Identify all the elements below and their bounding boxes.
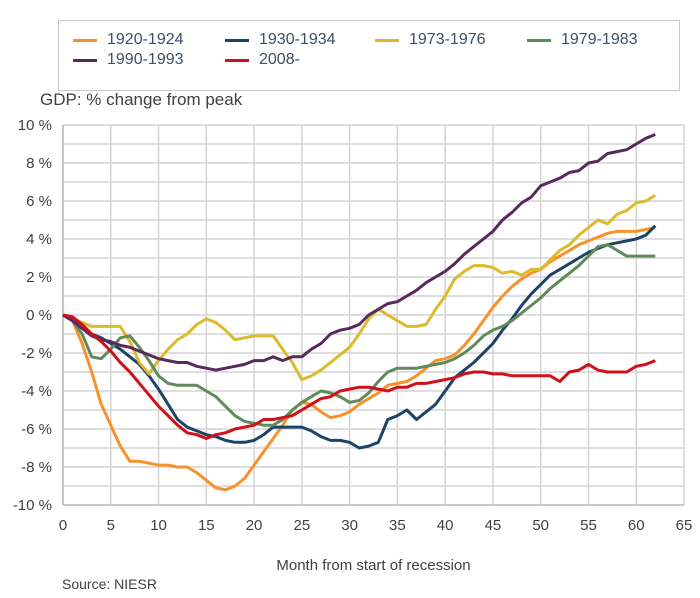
legend-label: 1990-1993 <box>107 51 184 68</box>
legend-swatch <box>225 58 249 62</box>
series-line-1979-1983 <box>62 243 656 427</box>
legend-swatch <box>527 38 551 42</box>
x-tick-label: 15 <box>198 517 215 534</box>
series-line-1920-1924 <box>62 226 656 492</box>
x-tick-label: 60 <box>628 517 645 534</box>
x-tick-label: 30 <box>341 517 358 534</box>
y-tick-label: -8 % <box>21 459 52 476</box>
series-line-1990-1993 <box>62 133 656 372</box>
legend-swatch <box>375 38 399 42</box>
legend-label: 1920-1924 <box>107 31 184 48</box>
x-tick-label: 35 <box>389 517 406 534</box>
x-tick-label: 20 <box>246 517 263 534</box>
legend-item: 1990-1993 <box>73 51 184 69</box>
y-tick-label: 8 % <box>26 155 52 172</box>
legend-item: 1979-1983 <box>527 31 638 49</box>
x-tick-label: 65 <box>676 517 693 534</box>
x-tick-label: 5 <box>107 517 115 534</box>
series-line-1973-1976 <box>62 194 657 382</box>
y-tick-label: -2 % <box>21 345 52 362</box>
legend-swatch <box>73 38 97 42</box>
chart-title: GDP: % change from peak <box>40 90 243 109</box>
source-note: Source: NIESR <box>62 576 157 592</box>
x-tick-label: 10 <box>150 517 167 534</box>
legend-item: 2008- <box>225 51 300 69</box>
legend-item: 1930-1934 <box>225 31 336 49</box>
legend: 1920-1924 1930-1934 1973-1976 1979-1983 1990… <box>58 20 680 91</box>
y-tick-label: -10 % <box>13 497 52 514</box>
x-tick-label: 0 <box>59 517 67 534</box>
x-tick-label: 40 <box>437 517 454 534</box>
y-tick-label: 0 % <box>26 307 52 324</box>
y-tick-label: 6 % <box>26 193 52 210</box>
series-line-2008 <box>62 313 656 440</box>
legend-label: 1973-1976 <box>409 31 486 48</box>
y-tick-label: 10 % <box>18 117 52 134</box>
legend-label: 1930-1934 <box>259 31 336 48</box>
x-axis-label: Month from start of recession <box>276 557 471 574</box>
legend-label: 1979-1983 <box>561 31 638 48</box>
y-tick-label: -6 % <box>21 421 52 438</box>
y-tick-label: 2 % <box>26 269 52 286</box>
y-tick-label: -4 % <box>21 383 52 400</box>
x-tick-label: 50 <box>532 517 549 534</box>
x-tick-label: 25 <box>294 517 311 534</box>
series-line-1930-1934 <box>62 224 657 450</box>
legend-item: 1973-1976 <box>375 31 486 49</box>
legend-item: 1920-1924 <box>73 31 184 49</box>
legend-label: 2008- <box>259 51 300 68</box>
legend-swatch <box>73 58 97 62</box>
x-tick-label: 45 <box>485 517 502 534</box>
x-tick-label: 55 <box>580 517 597 534</box>
y-tick-label: 4 % <box>26 231 52 248</box>
legend-swatch <box>225 38 249 42</box>
